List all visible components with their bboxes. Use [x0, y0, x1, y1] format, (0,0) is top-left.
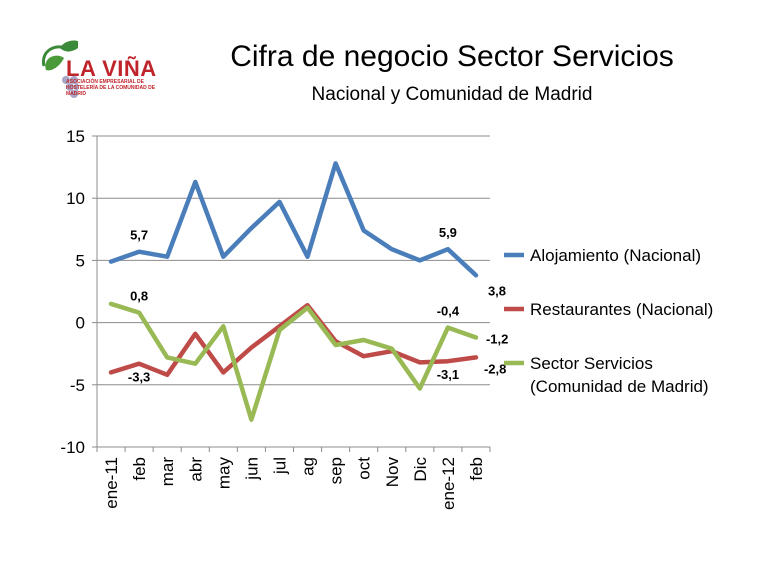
logo — [38, 36, 168, 106]
series-line — [108, 302, 479, 378]
data-label: 5,7 — [130, 228, 148, 243]
x-tick-label: Dic — [411, 457, 430, 482]
logo-tagline: ASOCIACIÓN EMPRESARIAL DE HOSTELERÍA DE … — [66, 79, 156, 97]
data-label: -3,3 — [128, 370, 150, 385]
logo-name: LA VIÑA — [66, 56, 157, 81]
y-tick-label: 5 — [76, 251, 85, 270]
data-label: 3,8 — [488, 283, 506, 298]
y-tick-label: 10 — [66, 189, 85, 208]
legend-label: Alojamiento (Nacional) — [530, 246, 701, 265]
data-label: 5,9 — [439, 225, 457, 240]
legend-label: Sector Servicios — [530, 354, 653, 373]
x-tick-label: ene-11 — [102, 457, 121, 509]
legend-label: (Comunidad de Madrid) — [530, 377, 709, 396]
series-line — [108, 301, 479, 422]
chart-subtitle: Nacional y Comunidad de Madrid — [311, 84, 593, 105]
x-tick-label: sep — [327, 457, 346, 484]
data-label: -3,1 — [437, 367, 459, 382]
x-tick-label: jun — [242, 457, 261, 481]
y-tick-label: 0 — [76, 314, 85, 333]
x-tick-label: feb — [467, 457, 486, 481]
legend-label: Restaurantes (Nacional) — [530, 300, 713, 319]
x-tick-label: ag — [299, 457, 318, 476]
data-label: 0,8 — [130, 289, 148, 304]
x-tick-label: feb — [130, 457, 149, 481]
series-line — [108, 161, 479, 278]
x-tick-label: abr — [186, 457, 205, 482]
y-tick-label: -5 — [70, 376, 85, 395]
x-tick-label: oct — [355, 457, 374, 480]
x-tick-label: Nov — [383, 457, 402, 488]
x-tick-label: mar — [158, 457, 177, 487]
data-label: -2,8 — [484, 361, 506, 376]
data-label: -1,2 — [486, 332, 508, 347]
y-tick-label: 15 — [66, 127, 85, 146]
x-tick-label: ene-12 — [439, 457, 458, 510]
chart-title: Cifra de negocio Sector Servicios — [230, 40, 674, 73]
y-tick-label: -10 — [60, 438, 85, 457]
data-label: -0,4 — [437, 304, 460, 319]
x-tick-label: jul — [270, 457, 289, 475]
grape-logo-icon — [41, 40, 78, 98]
x-tick-label: may — [214, 457, 233, 490]
